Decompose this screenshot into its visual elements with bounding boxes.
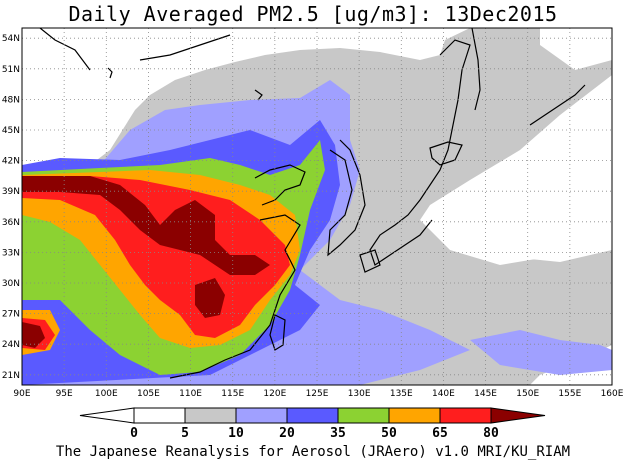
latitude-tick-label: 48N — [2, 95, 20, 105]
latitude-tick-label: 21N — [2, 371, 20, 381]
longitude-tick-label: 100E — [95, 389, 118, 399]
colorbar-level-label: 5 — [181, 426, 189, 441]
latitude-tick-label: 39N — [2, 187, 20, 197]
colorbar-level-label: 0 — [130, 426, 138, 441]
latitude-tick-label: 36N — [2, 218, 20, 228]
coastlines — [39, 28, 586, 379]
colorbar-level-label: 10 — [228, 426, 244, 441]
latitude-tick-label: 24N — [2, 340, 20, 350]
latitude-tick-label: 27N — [2, 310, 20, 320]
colorbar-swatch — [184, 407, 237, 424]
colorbar-swatch — [133, 407, 186, 424]
colorbar-level-label: 65 — [432, 426, 448, 441]
map-frame — [21, 27, 613, 386]
colorbar-swatch — [286, 407, 339, 424]
longitude-tick-label: 105E — [137, 389, 160, 399]
latitude-tick-label: 51N — [2, 65, 20, 75]
colorbar-arrow-high — [490, 407, 546, 424]
longitude-tick-label: 140E — [432, 389, 455, 399]
latitude-tick-label: 30N — [2, 279, 20, 289]
colorbar-level-label: 80 — [483, 426, 499, 441]
longitude-tick-label: 135E — [390, 389, 413, 399]
pm25-layer-80-plus — [22, 176, 270, 348]
longitude-tick-label: 125E — [306, 389, 329, 399]
colorbar-level-label: 50 — [381, 426, 397, 441]
longitude-tick-label: 160E — [601, 389, 624, 399]
colorbar-level-label: 20 — [279, 426, 295, 441]
longitude-tick-label: 130E — [348, 389, 371, 399]
latitude-tick-label: 42N — [2, 157, 20, 167]
colorbar-swatch — [337, 407, 390, 424]
longitude-tick-label: 155E — [558, 389, 581, 399]
longitude-tick-label: 145E — [474, 389, 497, 399]
latitude-tick-label: 33N — [2, 248, 20, 258]
longitude-tick-label: 90E — [13, 389, 30, 399]
longitude-tick-label: 150E — [516, 389, 539, 399]
colorbar-swatch — [388, 407, 441, 424]
latitude-labels: 21N 24N 27N 30N 33N 36N 39N 42N 45N 48N 51N 54N — [2, 34, 20, 381]
latitude-tick-label: 54N — [2, 34, 20, 44]
longitude-tick-label: 115E — [221, 389, 244, 399]
longitude-tick-label: 95E — [56, 389, 73, 399]
map-title: Daily Averaged PM2.5 [ug/m3]: 13Dec2015 — [68, 2, 558, 26]
colorbar-arrow-low — [79, 407, 135, 424]
footer-credit: The Japanese Reanalysis for Aerosol (JRA… — [55, 444, 571, 460]
colorbar-level-label: 35 — [330, 426, 346, 441]
colorbar-swatch — [235, 407, 288, 424]
longitude-tick-label: 120E — [263, 389, 286, 399]
longitude-tick-label: 110E — [179, 389, 202, 399]
latitude-tick-label: 45N — [2, 126, 20, 136]
colorbar-swatch — [439, 407, 492, 424]
longitude-labels: 90E 95E 100E 105E 110E 115E 120E 125E 130E 135E 14… — [13, 389, 623, 399]
